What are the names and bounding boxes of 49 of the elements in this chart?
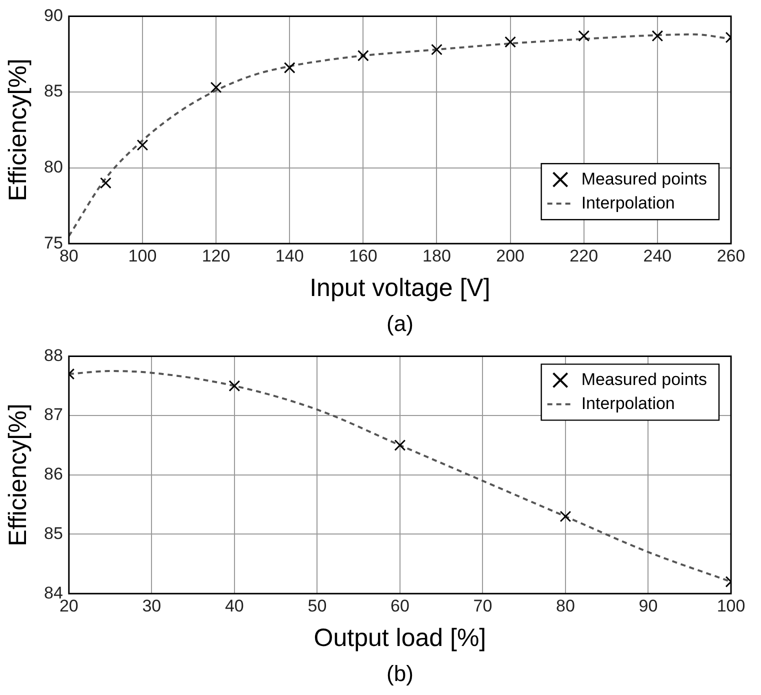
point [431,44,442,56]
point [228,380,240,392]
x-tick-label: 20 [59,596,78,616]
point [652,30,664,42]
x-tick-label: 100 [716,596,746,616]
x-tick-label: 70 [473,596,492,616]
legend-label: Interpolation [581,193,675,212]
point [504,36,516,48]
y-tick-label: 86 [44,464,63,484]
point [100,177,112,189]
y-tick-label: 80 [44,157,63,176]
legend-label: Interpolation [581,394,675,413]
point [136,139,148,151]
x-tick-label: 160 [348,246,378,266]
x-tick-label: 50 [308,596,327,616]
line-series [68,370,731,583]
y-tick-label: 87 [44,405,63,424]
x-tick-label: 90 [638,596,658,616]
x-tick-label: 100 [128,246,157,266]
legend-label: Measured points [581,169,708,188]
x-tick-label: 30 [142,596,162,616]
x-axis-title: Output load [%] [314,624,486,652]
y-axis-title: Efficiency[%] [4,404,32,546]
y-tick-label: 88 [44,346,63,365]
x-tick-label: 260 [716,246,746,266]
line-series [68,33,731,238]
x-tick-label: 40 [224,596,244,616]
y-tick-label: 85 [44,82,63,101]
point [578,30,590,42]
x-tick-label: 240 [643,246,672,266]
y-tick-label: 90 [44,6,63,25]
point [357,50,369,62]
point [284,62,296,74]
point [560,510,572,522]
x-tick-label: 140 [275,246,304,266]
text: (a) [386,311,414,336]
legend-label: Measured points [581,370,708,389]
text: (b) [386,661,414,686]
x-tick-label: 60 [390,596,410,616]
x-tick-label: 180 [422,246,451,266]
x-tick-label: 80 [556,596,575,616]
y-tick-label: 85 [44,524,63,543]
x-tick-label: 220 [570,246,598,266]
x-tick-label: 120 [202,246,230,266]
y-axis-title: Efficiency[%] [4,58,32,202]
x-tick-label: 200 [496,246,524,266]
x-axis-title: Input voltage [V] [310,274,490,302]
point [394,440,406,451]
point [210,82,222,94]
